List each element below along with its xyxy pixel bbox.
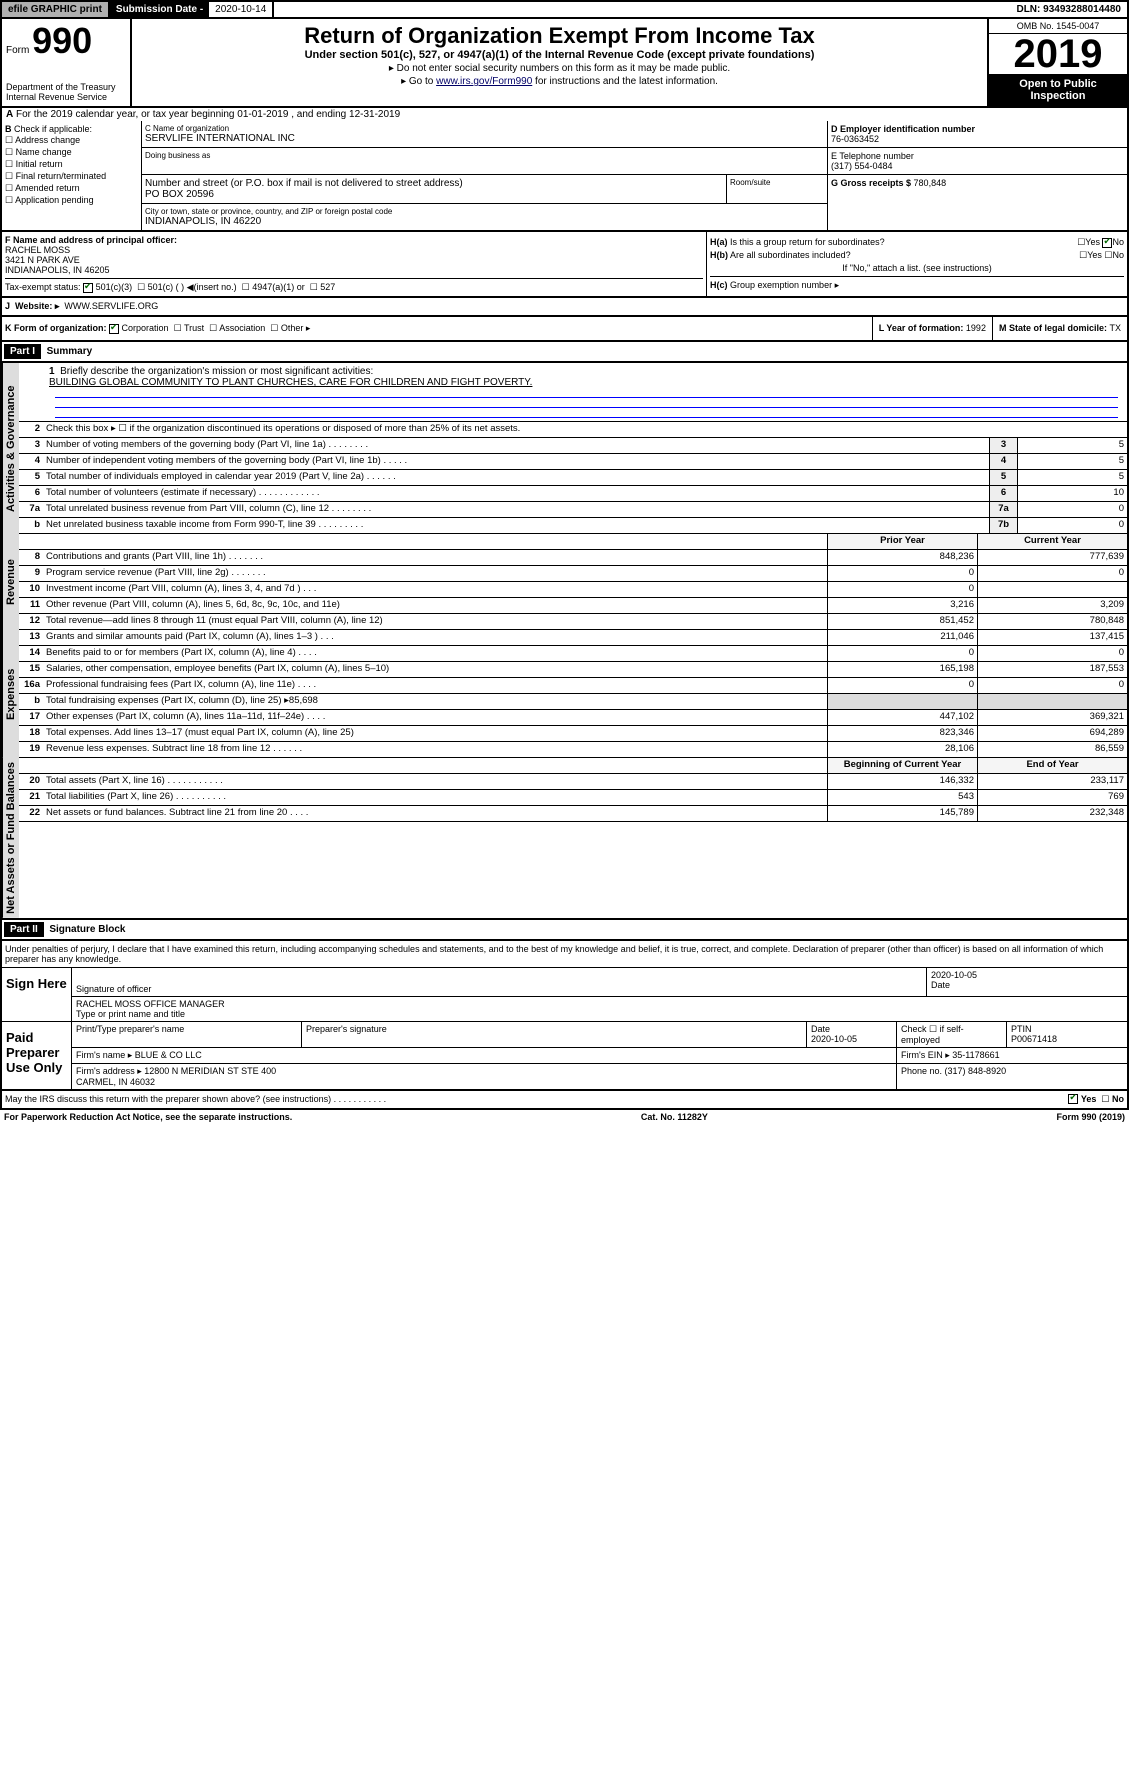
footer: For Paperwork Reduction Act Notice, see … bbox=[0, 1110, 1129, 1124]
part2-header: Part II Signature Block bbox=[0, 920, 1129, 941]
year-formation: 1992 bbox=[966, 323, 986, 333]
identity-grid: B Check if applicable: ☐ Address change … bbox=[0, 121, 1129, 232]
state-domicile: TX bbox=[1109, 323, 1121, 333]
street: PO BOX 20596 bbox=[145, 189, 723, 200]
section-b: B Check if applicable: ☐ Address change … bbox=[2, 121, 142, 230]
tab-expenses: Expenses bbox=[2, 630, 19, 758]
submission-date-label: Submission Date - bbox=[110, 2, 209, 17]
inspection-badge: Open to Public Inspection bbox=[989, 74, 1127, 106]
form-number: 990 bbox=[32, 20, 92, 61]
department: Department of the Treasury Internal Reve… bbox=[6, 82, 126, 102]
corp-checkbox[interactable] bbox=[109, 324, 119, 334]
org-name: SERVLIFE INTERNATIONAL INC bbox=[145, 133, 824, 144]
firm-phone: Phone no. (317) 848-8920 bbox=[897, 1064, 1127, 1089]
501c3-checkbox[interactable] bbox=[83, 283, 93, 293]
tab-activities: Activities & Governance bbox=[2, 363, 19, 534]
tab-net-assets: Net Assets or Fund Balances bbox=[2, 758, 19, 918]
gross-receipts: 780,848 bbox=[914, 178, 947, 188]
signature-block: Under penalties of perjury, I declare th… bbox=[0, 941, 1129, 1091]
tax-year: 2019 bbox=[989, 34, 1127, 74]
hint-link: ▸ Go to www.irs.gov/Form990 for instruct… bbox=[136, 76, 983, 87]
paid-preparer-label: Paid Preparer Use Only bbox=[2, 1022, 72, 1089]
firm-ein: Firm's EIN ▸ 35-1178661 bbox=[897, 1048, 1127, 1063]
phone: (317) 554-0484 bbox=[831, 161, 893, 171]
firm-name: BLUE & CO LLC bbox=[135, 1050, 202, 1060]
irs-link[interactable]: www.irs.gov/Form990 bbox=[436, 76, 532, 87]
expenses-section: Expenses 13Grants and similar amounts pa… bbox=[0, 630, 1129, 758]
submission-date: 2020-10-14 bbox=[209, 2, 274, 17]
part1-header: Part I Summary bbox=[0, 342, 1129, 363]
mission: BUILDING GLOBAL COMMUNITY TO PLANT CHURC… bbox=[49, 377, 532, 388]
section-c: C Name of organizationSERVLIFE INTERNATI… bbox=[142, 121, 827, 230]
top-bar: efile GRAPHIC print Submission Date - 20… bbox=[0, 0, 1129, 19]
ein: 76-0363452 bbox=[831, 134, 879, 144]
city: INDIANAPOLIS, IN 46220 bbox=[145, 216, 824, 227]
discuss-yes-checkbox[interactable] bbox=[1068, 1094, 1078, 1104]
revenue-section: Revenue Prior YearCurrent Year 8Contribu… bbox=[0, 534, 1129, 630]
section-de: D Employer identification number76-03634… bbox=[827, 121, 1127, 230]
website[interactable]: WWW.SERVLIFE.ORG bbox=[64, 301, 158, 311]
tab-revenue: Revenue bbox=[2, 534, 19, 630]
dln: DLN: 93493288014480 bbox=[1010, 2, 1127, 17]
form-prefix: Form bbox=[6, 45, 29, 56]
fh-row: F Name and address of principal officer:… bbox=[0, 232, 1129, 298]
form-subtitle: Under section 501(c), 527, or 4947(a)(1)… bbox=[136, 49, 983, 61]
ptin: P00671418 bbox=[1011, 1034, 1057, 1044]
form-title: Return of Organization Exempt From Incom… bbox=[136, 23, 983, 49]
hint-ssn: ▸ Do not enter social security numbers o… bbox=[136, 63, 983, 74]
officer-signed-name: RACHEL MOSS OFFICE MANAGER bbox=[76, 999, 225, 1009]
activities-governance: Activities & Governance 1 Briefly descri… bbox=[0, 363, 1129, 534]
net-assets-section: Net Assets or Fund Balances Beginning of… bbox=[0, 758, 1129, 920]
section-a: A For the 2019 calendar year, or tax yea… bbox=[0, 108, 1129, 121]
officer-name: RACHEL MOSS bbox=[5, 245, 70, 255]
k-row: K Form of organization: Corporation ☐ Tr… bbox=[0, 317, 1129, 342]
ha-no-checkbox[interactable] bbox=[1102, 238, 1112, 248]
discuss-row: May the IRS discuss this return with the… bbox=[0, 1091, 1129, 1110]
website-row: J Website: ▸ WWW.SERVLIFE.ORG bbox=[0, 298, 1129, 317]
sign-here-label: Sign Here bbox=[2, 968, 72, 1021]
form-header: Form 990 Department of the Treasury Inte… bbox=[0, 19, 1129, 108]
efile-button[interactable]: efile GRAPHIC print bbox=[2, 2, 110, 17]
